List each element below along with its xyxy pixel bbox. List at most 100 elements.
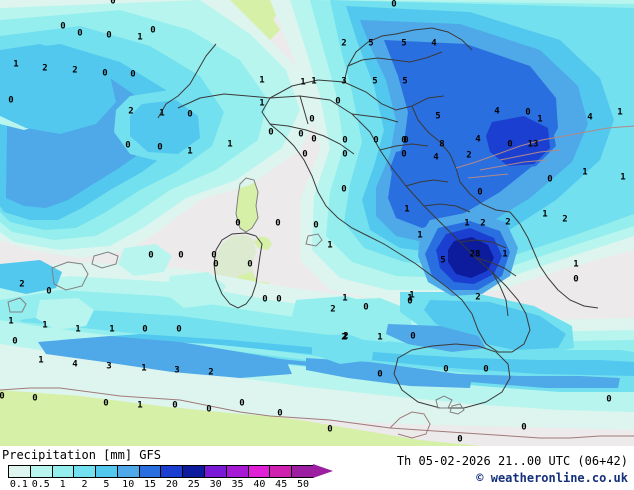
color-scale-swatch (74, 466, 97, 477)
precip-value-label: 0 (268, 127, 274, 138)
precip-value-label: 1 (407, 293, 413, 304)
precip-value-label: 0 (275, 218, 281, 229)
precip-value-label: 1 (537, 114, 543, 125)
precip-value-label: 1 (141, 363, 147, 374)
color-scale-swatch (52, 466, 75, 477)
precip-value-label: 2 (42, 63, 48, 74)
precip-value-label: 1 (13, 59, 19, 70)
precip-value-label: 5 (435, 111, 441, 122)
precip-value-label: 2 (480, 218, 486, 229)
precip-value-label: 2 (330, 304, 336, 315)
color-scale-tick: 5 (103, 479, 110, 490)
precip-value-label: 2 (72, 65, 78, 76)
precip-value-label: 2 (19, 279, 25, 290)
precip-value-label: 1 (582, 167, 588, 178)
precip-value-label: 0 (142, 324, 148, 335)
color-scale-swatch (248, 466, 271, 477)
borders-layer (0, 27, 634, 439)
color-scale-swatch (205, 466, 227, 477)
precip-value-label: 0 (401, 149, 407, 160)
precip-value-label: 2 (343, 331, 349, 342)
precip-value-label: 13 (527, 139, 539, 150)
precip-value-label: 0 (410, 331, 416, 342)
color-scale-tick: 35 (231, 479, 244, 490)
precip-value-label: 1 (137, 32, 143, 43)
precip-value-label: 5 (402, 76, 408, 87)
precip-value-label: 1 (377, 332, 383, 343)
precip-value-label: 1 (404, 204, 410, 215)
precip-value-label: 1 (573, 259, 579, 270)
precip-value-label: 0 (0, 391, 5, 402)
precip-value-label: 0 (342, 135, 348, 146)
precip-value-label: 0 (341, 184, 347, 195)
precip-value-label: 4 (587, 112, 593, 123)
precip-value-label: 2 (341, 332, 347, 343)
precip-value-label: 1 (502, 249, 508, 260)
color-scale-tick: 50 (297, 479, 310, 490)
precip-value-label: 1 (417, 230, 423, 241)
precip-value-label: 0 (235, 218, 241, 229)
color-scale-overflow-arrow (313, 464, 333, 478)
color-scale-swatch (292, 466, 313, 477)
precip-value-label: 1 (300, 77, 306, 88)
precip-value-label: 0 (213, 259, 219, 270)
precip-value-label: 0 (247, 259, 253, 270)
precip-value-label: 0 (106, 30, 112, 41)
precip-value-label: 1 (8, 316, 14, 327)
color-scale-swatch (9, 466, 31, 477)
color-scale-tick: 0.5 (31, 479, 50, 490)
color-scale-ticks: 0.1 0.5 1 2 5 10 15 20 25 30 35 40 45 50 (8, 479, 326, 490)
precip-value-label: 0 (130, 69, 136, 80)
precip-value-label: 8 (439, 139, 445, 150)
precip-value-label: 4 (433, 152, 439, 163)
precip-value-label: 0 (327, 424, 333, 435)
precip-value-label: 5 (372, 76, 378, 87)
precip-value-label: 0 (148, 250, 154, 261)
precip-value-label: 0 (457, 434, 463, 445)
precip-value-label: 0 (110, 0, 116, 7)
color-scale-swatch (117, 466, 140, 477)
precip-value-label: 0 (206, 404, 212, 415)
color-scale-swatch (161, 466, 184, 477)
color-scale-tick: 30 (209, 479, 222, 490)
precip-value-label: 0 (125, 140, 131, 151)
precip-value-label: 1 (187, 146, 193, 157)
color-scale-swatch (270, 466, 293, 477)
precip-value-label: 4 (475, 134, 481, 145)
precip-nw (0, 44, 210, 162)
precip-value-label: 1 (617, 107, 623, 118)
color-scale-bar (8, 465, 314, 478)
color-scale-swatch (183, 466, 206, 477)
precip-value-label: 0 (483, 364, 489, 375)
precip-value-label: 0 (8, 95, 14, 106)
precip-value-label: 0 (277, 408, 283, 419)
precip-value-label: 0 (401, 135, 407, 146)
precip-value-label: 0 (262, 294, 268, 305)
precip-value-label: 3 (106, 361, 112, 372)
precip-value-label: 1 (311, 76, 317, 87)
precip-value-label: 0 (176, 324, 182, 335)
precip-value-label: 0 (178, 250, 184, 261)
precip-value-label: 0 (150, 25, 156, 36)
precip-value-label: 0 (606, 394, 612, 405)
precip-value-label: 0 (309, 114, 315, 125)
precip-value-label: 2 (466, 150, 472, 161)
precip-value-label: 3 (341, 76, 347, 87)
map-canvas (0, 0, 634, 446)
precip-value-label: 0 (525, 107, 531, 118)
legend-title: Precipitation [mm] GFS (2, 448, 161, 462)
precip-value-label: 1 (342, 293, 348, 304)
precip-value-label: 2 (341, 38, 347, 49)
precip-value-label: 0 (46, 286, 52, 297)
precip-value-label: 28 (469, 249, 481, 260)
precip-value-label: 4 (431, 38, 437, 49)
color-scale-tick: 1 (59, 479, 66, 490)
color-scale-tick: 15 (144, 479, 157, 490)
precip-value-label: 0 (302, 149, 308, 160)
precip-value-label: 0 (60, 21, 66, 32)
precip-value-label: 2 (562, 214, 568, 225)
precip-value-label: 1 (620, 172, 626, 183)
precip-value-label: 1 (42, 320, 48, 331)
